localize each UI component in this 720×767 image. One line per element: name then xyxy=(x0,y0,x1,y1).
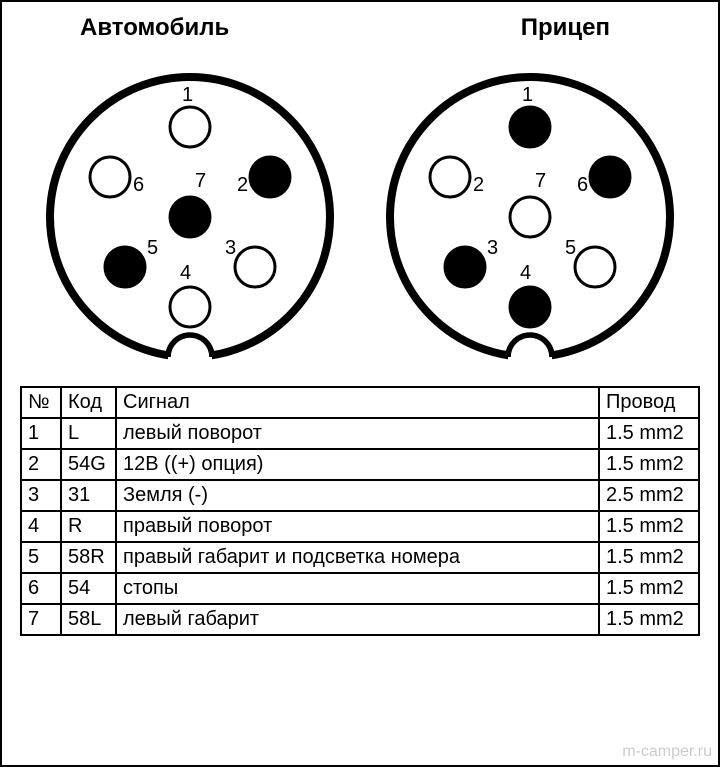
table-row: 4Rправый поворот1.5 mm2 xyxy=(21,511,699,542)
pin-1-circle xyxy=(170,107,210,147)
th-wire: Провод xyxy=(599,387,699,418)
connector-car: 1 2 3 45 6 7 xyxy=(40,62,340,362)
cell-signal: стопы xyxy=(116,573,599,604)
cell-num: 6 xyxy=(21,573,61,604)
pin-6-circle xyxy=(590,157,630,197)
cell-code: L xyxy=(61,418,116,449)
cell-code: R xyxy=(61,511,116,542)
cell-code: 54G xyxy=(61,449,116,480)
connector-trailer: 1 2 34 5 6 7 xyxy=(380,62,680,362)
th-signal: Сигнал xyxy=(116,387,599,418)
cell-code: 31 xyxy=(61,480,116,511)
title-car: Автомобиль xyxy=(80,14,229,42)
cell-signal: левый габарит xyxy=(116,604,599,635)
cell-wire: 1.5 mm2 xyxy=(599,542,699,573)
cell-num: 7 xyxy=(21,604,61,635)
cell-code: 58R xyxy=(61,542,116,573)
cell-wire: 1.5 mm2 xyxy=(599,511,699,542)
cell-num: 4 xyxy=(21,511,61,542)
pin-6-label: 6 xyxy=(133,174,144,197)
pin-2-label: 2 xyxy=(473,174,484,197)
pin-4-label: 4 xyxy=(180,262,191,285)
pin-5-label: 5 xyxy=(147,237,158,260)
pin-7-label: 7 xyxy=(195,170,206,193)
table-row: 558Rправый габарит и подсветка номера1.5… xyxy=(21,542,699,573)
cell-signal: Земля (-) xyxy=(116,480,599,511)
pin-4-label: 4 xyxy=(520,262,531,285)
cell-signal: левый поворот xyxy=(116,418,599,449)
pin-5-circle xyxy=(575,247,615,287)
pinout-table: № Код Сигнал Провод 1Lлевый поворот1.5 m… xyxy=(20,386,700,636)
table-row: 654стопы1.5 mm2 xyxy=(21,573,699,604)
th-code: Код xyxy=(61,387,116,418)
pin-3-label: 3 xyxy=(487,237,498,260)
cell-num: 5 xyxy=(21,542,61,573)
cell-signal: правый поворот xyxy=(116,511,599,542)
pin-7-circle xyxy=(510,197,550,237)
pin-5-circle xyxy=(105,247,145,287)
cell-wire: 1.5 mm2 xyxy=(599,449,699,480)
table-header-row: № Код Сигнал Провод xyxy=(21,387,699,418)
pin-2-label: 2 xyxy=(237,174,248,197)
pin-4-circle xyxy=(510,287,550,327)
pin-5-label: 5 xyxy=(565,237,576,260)
pin-1-circle xyxy=(510,107,550,147)
table-row: 254G12В ((+) опция)1.5 mm2 xyxy=(21,449,699,480)
titles-row: Автомобиль Прицеп xyxy=(20,14,700,42)
cell-num: 3 xyxy=(21,480,61,511)
cell-wire: 2.5 mm2 xyxy=(599,480,699,511)
connectors-row: 1234567 1234567 xyxy=(20,62,700,362)
table-row: 758Lлевый габарит1.5 mm2 xyxy=(21,604,699,635)
cell-wire: 1.5 mm2 xyxy=(599,418,699,449)
cell-wire: 1.5 mm2 xyxy=(599,573,699,604)
pin-6-label: 6 xyxy=(577,174,588,197)
th-num: № xyxy=(21,387,61,418)
cell-num: 1 xyxy=(21,418,61,449)
page: Автомобиль Прицеп 1234567 1234567 № Код … xyxy=(0,0,720,767)
title-trailer: Прицеп xyxy=(521,14,610,42)
cell-code: 58L xyxy=(61,604,116,635)
watermark: m-camper.ru xyxy=(622,743,712,761)
cell-code: 54 xyxy=(61,573,116,604)
cell-signal: 12В ((+) опция) xyxy=(116,449,599,480)
pin-2-circle xyxy=(430,157,470,197)
pin-7-circle xyxy=(170,197,210,237)
pin-1-label: 1 xyxy=(522,84,533,107)
pin-2-circle xyxy=(250,157,290,197)
table-row: 331Земля (-)2.5 mm2 xyxy=(21,480,699,511)
pin-7-label: 7 xyxy=(535,170,546,193)
cell-signal: правый габарит и подсветка номера xyxy=(116,542,599,573)
table-row: 1Lлевый поворот1.5 mm2 xyxy=(21,418,699,449)
pin-3-circle xyxy=(235,247,275,287)
table-body: 1Lлевый поворот1.5 mm2254G12В ((+) опция… xyxy=(21,418,699,635)
cell-wire: 1.5 mm2 xyxy=(599,604,699,635)
pin-4-circle xyxy=(170,287,210,327)
pin-1-label: 1 xyxy=(182,84,193,107)
cell-num: 2 xyxy=(21,449,61,480)
pin-3-circle xyxy=(445,247,485,287)
pin-6-circle xyxy=(90,157,130,197)
pin-3-label: 3 xyxy=(225,237,236,260)
